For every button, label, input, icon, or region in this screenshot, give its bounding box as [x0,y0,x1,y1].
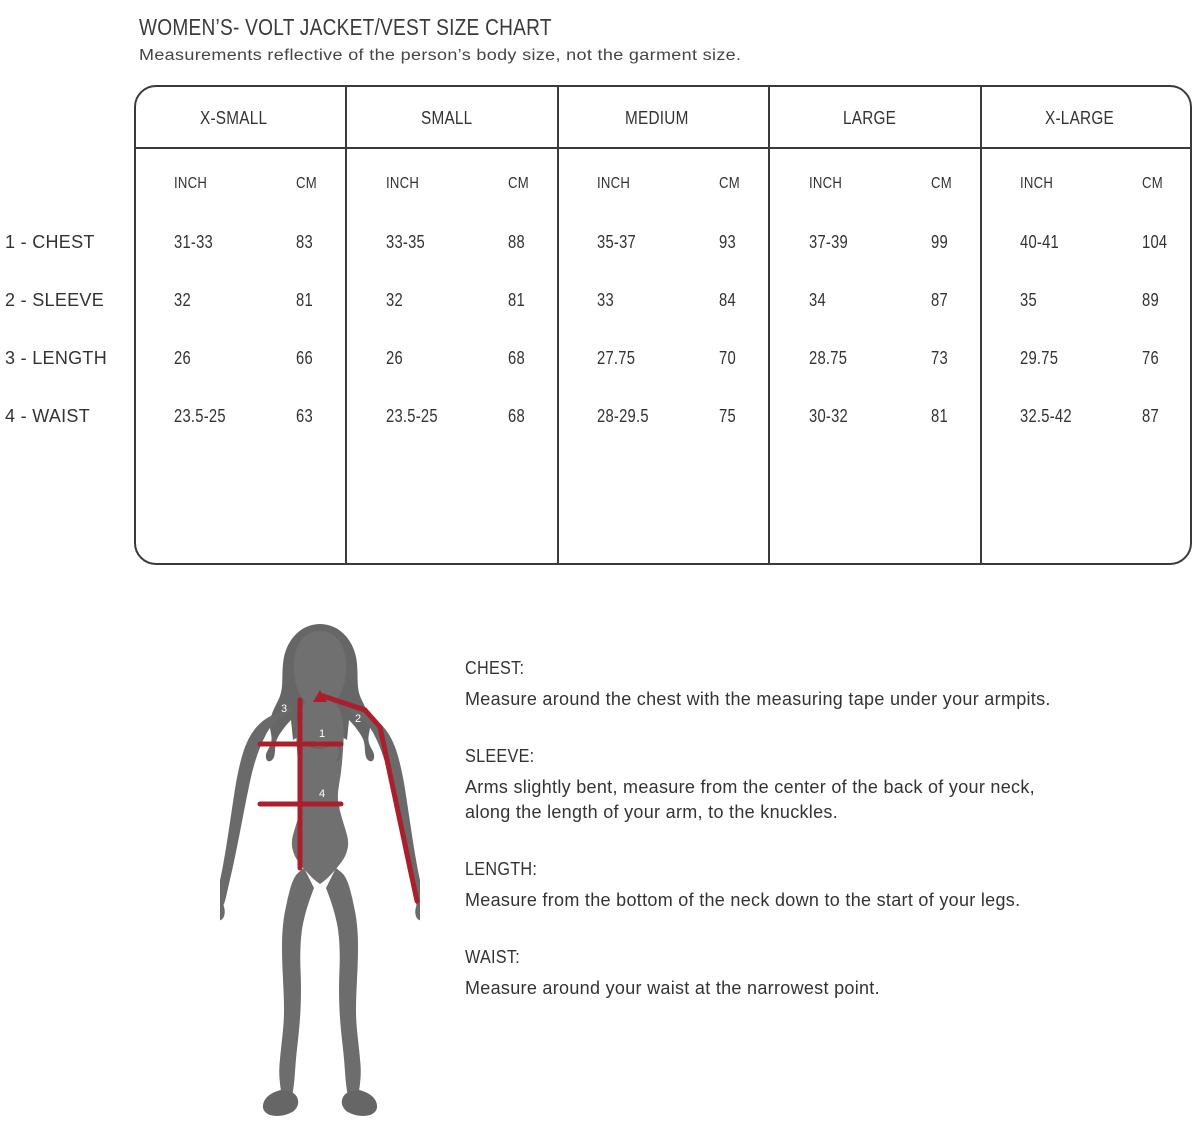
svg-text:3: 3 [281,703,287,715]
svg-text:2: 2 [355,713,361,725]
svg-text:4: 4 [319,788,325,800]
svg-text:1: 1 [319,728,325,740]
